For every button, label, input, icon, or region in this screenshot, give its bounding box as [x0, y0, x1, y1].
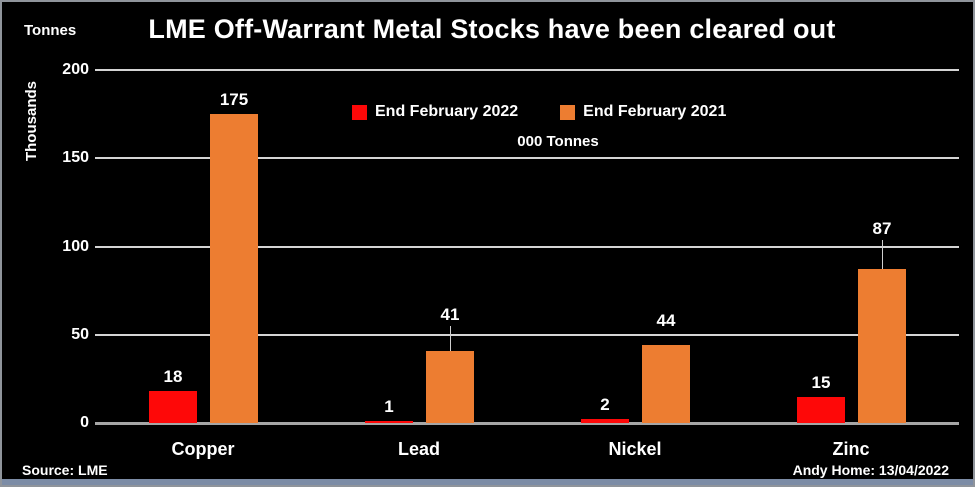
legend-swatch-2021 — [560, 104, 576, 120]
legend-label-2022: End February 2022 — [375, 103, 519, 120]
bar-zinc-2021 — [858, 269, 906, 423]
credit-note: Andy Home: 13/04/2022 — [792, 462, 949, 478]
gridline-0 — [95, 422, 959, 425]
bar-lead-2022 — [365, 421, 413, 423]
legend-item-2021: End February 2021 — [560, 103, 726, 121]
value-label-copper-2022: 18 — [163, 367, 183, 386]
legend-label-2021: End February 2021 — [583, 103, 727, 120]
unit-label: Tonnes — [24, 22, 77, 39]
value-label-zinc-2021: 87 — [872, 219, 892, 238]
bar-copper-2022 — [149, 391, 197, 423]
category-label-copper: Copper — [171, 439, 235, 459]
bar-lead-2021 — [426, 351, 474, 423]
gridline-50 — [95, 334, 959, 336]
legend: End February 2022 End February 2021 — [352, 103, 726, 121]
bottom-accent-strip — [2, 479, 973, 485]
gridline-100 — [95, 246, 959, 248]
leader-line — [450, 326, 451, 351]
y-tick-200: 200 — [62, 61, 89, 78]
leader-line — [882, 240, 883, 269]
value-label-copper-2021: 175 — [219, 90, 249, 109]
value-label-lead-2021: 41 — [440, 305, 460, 324]
plot-area: Copper Lead Nickel Zinc 18 1 2 15 175 41 44 87 — [95, 69, 959, 459]
bar-copper-2021 — [210, 114, 258, 423]
category-label-zinc: Zinc — [832, 439, 870, 459]
legend-item-2022: End February 2022 — [352, 103, 518, 121]
y-tick-100: 100 — [62, 238, 89, 255]
y-tick-150: 150 — [62, 149, 89, 166]
category-label-nickel: Nickel — [608, 439, 662, 459]
chart-title: LME Off-Warrant Metal Stocks have been c… — [148, 14, 836, 44]
value-label-zinc-2022: 15 — [811, 373, 831, 392]
chart-subtitle: 000 Tonnes — [517, 133, 599, 150]
bar-nickel-2022 — [581, 419, 629, 423]
y-tick-50: 50 — [71, 326, 89, 343]
y-tick-0: 0 — [80, 414, 89, 431]
value-label-nickel-2021: 44 — [656, 311, 676, 330]
bar-zinc-2022 — [797, 397, 845, 423]
source-note: Source: LME — [22, 462, 108, 478]
value-label-lead-2022: 1 — [384, 397, 394, 416]
bar-nickel-2021 — [642, 345, 690, 423]
legend-swatch-2022 — [352, 104, 367, 120]
category-label-lead: Lead — [397, 439, 440, 459]
gridline-200 — [95, 69, 959, 71]
value-label-nickel-2022: 2 — [600, 395, 610, 414]
gridline-150 — [95, 157, 959, 159]
